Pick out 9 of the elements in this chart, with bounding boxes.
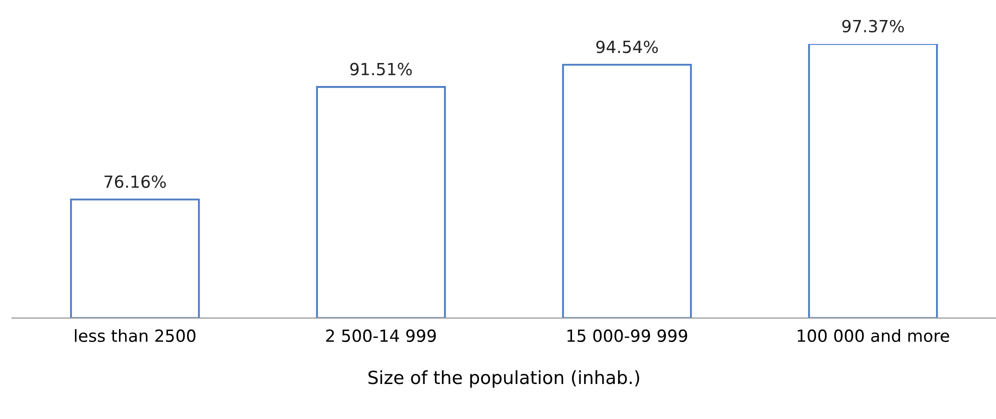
data-label: 76.16%: [104, 175, 166, 188]
x-tick-label: 15 000-99 999: [567, 329, 688, 342]
data-label: 91.51%: [350, 62, 412, 76]
data-label: 97.37%: [842, 20, 904, 32]
data-label: 94.54%: [596, 40, 658, 54]
x-tick-label: 100 000 and more: [798, 329, 950, 342]
x-axis-title: Size of the population (inhab.): [368, 370, 640, 388]
x-tick-label: 2 500-14 999: [326, 329, 436, 342]
x-tick-label: less than 2500: [74, 329, 196, 342]
